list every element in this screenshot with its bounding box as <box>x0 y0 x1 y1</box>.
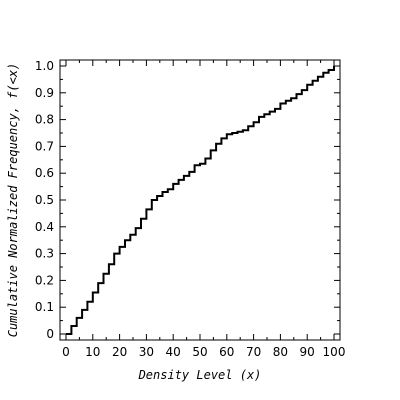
y-tick-label: 0.1 <box>35 300 54 314</box>
x-tick-label: 70 <box>246 345 261 359</box>
plot-area <box>66 66 335 335</box>
y-tick-label: 0.8 <box>35 113 54 127</box>
x-axis-title: Density Level (x) <box>138 368 262 382</box>
x-tick-label: 60 <box>219 345 234 359</box>
y-tick-label: 0.6 <box>35 166 54 180</box>
y-tick-label: 1.0 <box>35 59 54 73</box>
y-tick-label: 0.5 <box>35 193 54 207</box>
y-tick-label: 0.3 <box>35 247 54 261</box>
x-tick-label: 80 <box>273 345 288 359</box>
x-tick-label: 30 <box>139 345 154 359</box>
cdf-series-line <box>66 66 335 335</box>
x-tick-label: 0 <box>62 345 70 359</box>
x-tick-label: 20 <box>112 345 127 359</box>
y-tick-label: 0 <box>46 327 54 341</box>
y-tick-labels: 0 0.1 0.2 0.3 0.4 0.5 0.6 0.7 0.8 0.9 1.0 <box>35 59 54 341</box>
x-tick-label: 40 <box>166 345 181 359</box>
x-tick-label: 10 <box>85 345 100 359</box>
x-tick-label: 100 <box>323 345 346 359</box>
y-axis-title: Cumulative Normalized Frequency, f(<x) <box>6 63 20 338</box>
x-tick-label: 50 <box>192 345 207 359</box>
x-tick-labels: 0 10 20 30 40 50 60 70 80 90 100 <box>62 345 345 359</box>
plot-frame <box>59 59 341 341</box>
y-tick-label: 0.2 <box>35 273 54 287</box>
y-tick-label: 0.7 <box>35 139 54 153</box>
y-tick-label: 0.4 <box>35 220 54 234</box>
y-tick-label: 0.9 <box>35 86 54 100</box>
tick-marks <box>60 60 340 340</box>
x-tick-label: 90 <box>300 345 315 359</box>
